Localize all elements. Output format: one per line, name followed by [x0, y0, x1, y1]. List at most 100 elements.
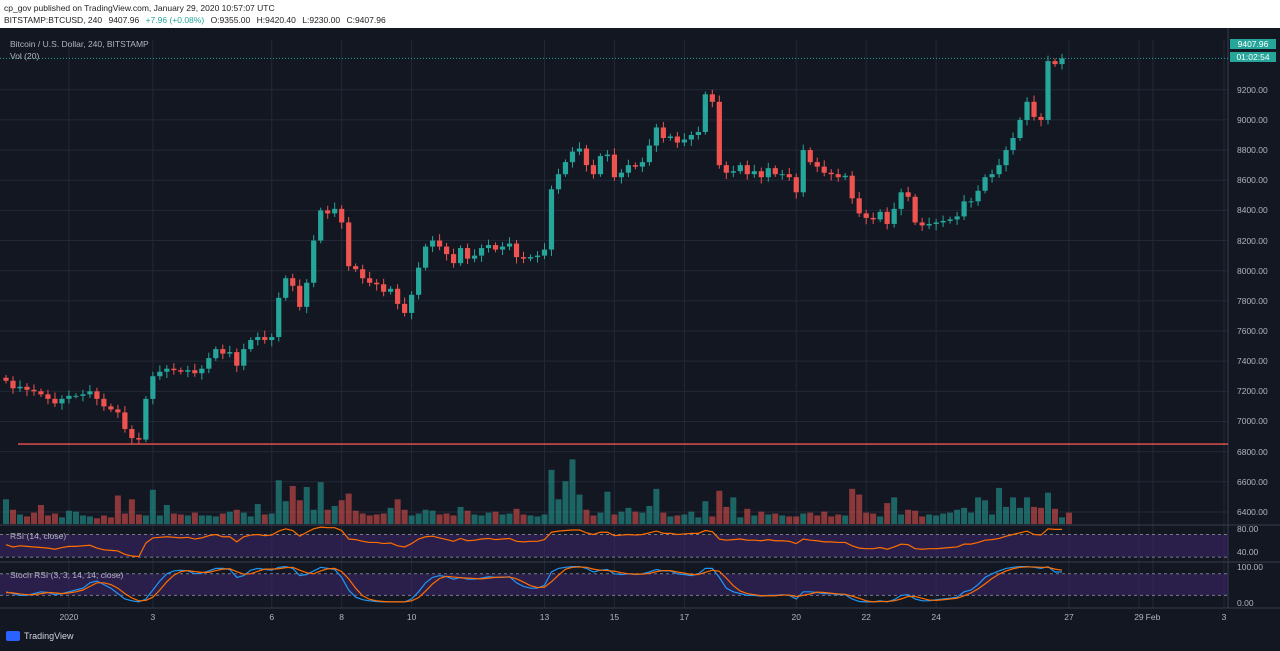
candle-body — [325, 210, 331, 214]
candle-body — [17, 386, 23, 389]
candle-body — [199, 368, 205, 374]
volume-bar — [471, 514, 478, 524]
candle-body — [436, 240, 443, 247]
volume-bar — [317, 482, 324, 524]
candle-body — [611, 154, 618, 178]
symbol-label[interactable]: BITSTAMP:BTCUSD, 240 — [4, 15, 103, 25]
volume-bar — [149, 489, 156, 524]
time-tick-label: 15 — [609, 612, 620, 622]
volume-bar — [961, 507, 968, 524]
volume-bar — [884, 503, 891, 524]
rsi-band — [0, 534, 1228, 558]
candle-body — [402, 303, 408, 313]
candle-body — [702, 94, 708, 132]
volume-bar — [793, 516, 800, 524]
stoch-d-line — [5, 566, 1063, 603]
candle-body — [290, 278, 296, 286]
volume-bar — [1065, 512, 1072, 524]
candle-body — [234, 352, 240, 366]
candle-body — [863, 213, 869, 218]
candle-body — [283, 278, 289, 298]
candle-body — [835, 174, 841, 178]
price-chart[interactable] — [0, 28, 1280, 628]
volume-bar — [142, 515, 149, 524]
volume-bar — [65, 510, 72, 524]
candle-body — [464, 248, 471, 259]
candle-body — [513, 243, 520, 258]
candle-body — [66, 395, 72, 399]
candle-body — [730, 171, 736, 173]
volume-bar — [1031, 506, 1038, 524]
candle-body — [492, 245, 499, 250]
candle-body — [94, 391, 100, 399]
volume-bar — [1003, 506, 1010, 524]
volume-bar — [170, 513, 177, 524]
volume-bar — [702, 501, 709, 524]
volume-bar — [58, 517, 65, 524]
stoch-tick-label: 100.00 — [1237, 561, 1263, 572]
candle-body — [639, 162, 645, 167]
open-value: O:9355.00 — [210, 15, 251, 25]
candle-body — [1017, 119, 1023, 139]
candle-body — [583, 148, 590, 166]
volume-bar — [737, 517, 744, 524]
volume-bar — [772, 513, 779, 524]
price-tick-label: 9000.00 — [1237, 114, 1268, 125]
volume-bar — [436, 514, 443, 524]
candle-body — [716, 101, 722, 166]
price-tick-label: 9200.00 — [1237, 84, 1268, 95]
candle-body — [429, 240, 436, 247]
candle-body — [744, 165, 750, 175]
volume-bar — [275, 480, 282, 524]
publisher-text: cp_gov published on TradingView.com, Jan… — [4, 3, 275, 13]
volume-bar — [954, 509, 961, 524]
candle-body — [842, 175, 848, 178]
candle-body — [38, 391, 44, 395]
volume-bar — [765, 514, 772, 524]
candle-body — [576, 148, 583, 152]
price-tick-label: 7600.00 — [1237, 326, 1268, 336]
volume-bar — [821, 511, 828, 524]
candle-body — [625, 165, 632, 173]
candle-body — [31, 389, 37, 392]
volume-bar — [135, 514, 142, 524]
candle-body — [828, 172, 834, 175]
volume-bar — [786, 516, 793, 524]
candle-body — [157, 371, 163, 377]
candle-body — [3, 377, 9, 381]
volume-bar — [597, 512, 604, 524]
volume-bar — [646, 505, 653, 524]
candle-body — [304, 282, 310, 307]
volume-bar — [527, 515, 534, 524]
candle-body — [814, 162, 820, 167]
volume-bar — [359, 513, 366, 524]
candle-body — [24, 386, 30, 390]
candle-body — [821, 166, 827, 173]
candle-body — [660, 127, 666, 139]
time-tick-label: 8 — [339, 612, 345, 622]
volume-bar — [268, 513, 275, 524]
candle-body — [297, 285, 303, 307]
candle-body — [541, 249, 548, 256]
candle-body — [192, 370, 198, 374]
last-price-label: 9407.96 — [1230, 39, 1276, 49]
candle-body — [262, 337, 268, 341]
candle-body — [1031, 101, 1037, 117]
volume-bar — [709, 516, 716, 524]
volume-bar — [184, 515, 191, 524]
volume-bar — [163, 505, 170, 524]
time-tick-label: 17 — [679, 612, 690, 622]
volume-bar — [303, 486, 310, 524]
volume-bar — [401, 509, 408, 524]
time-tick-label: 6 — [269, 612, 275, 622]
volume-bar — [1052, 508, 1059, 524]
candle-body — [360, 269, 366, 279]
candle-body — [856, 198, 862, 214]
price-tick-label: 6800.00 — [1237, 446, 1268, 457]
candle-body — [115, 409, 121, 413]
volume-bar — [898, 514, 905, 524]
candle-body — [276, 297, 282, 338]
candle-body — [961, 201, 967, 217]
volume-bar — [16, 514, 23, 524]
volume-bar — [289, 486, 296, 524]
